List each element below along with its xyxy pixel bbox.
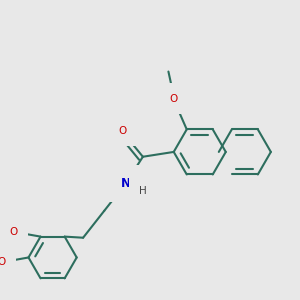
Text: O: O <box>9 227 18 237</box>
Text: O: O <box>118 126 127 136</box>
Text: O: O <box>0 257 6 267</box>
Text: O: O <box>169 94 177 103</box>
Text: H: H <box>139 187 147 196</box>
Text: N: N <box>121 177 130 190</box>
